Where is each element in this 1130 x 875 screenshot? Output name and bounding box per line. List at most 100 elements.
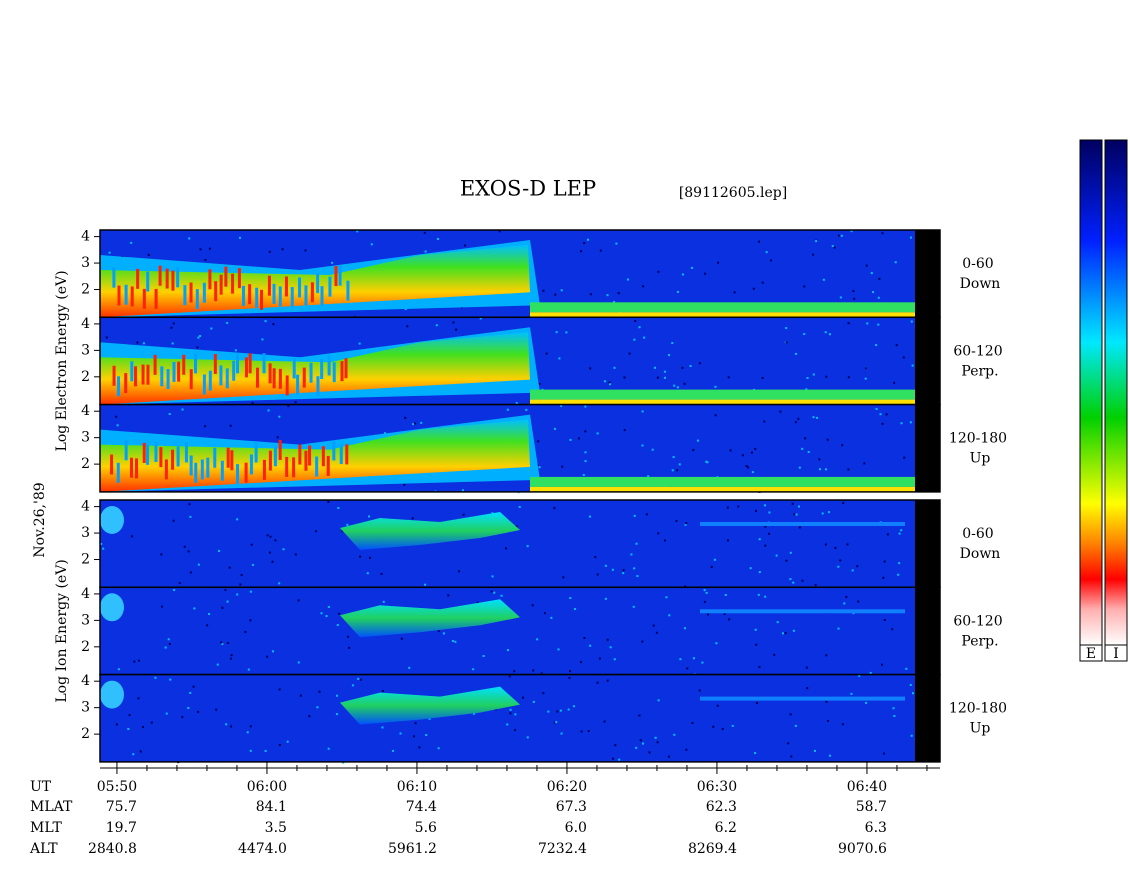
- speckle: [338, 612, 341, 615]
- speckle: [423, 231, 426, 234]
- spectrogram-feature: [189, 369, 193, 390]
- speckle: [900, 529, 903, 532]
- speckle: [452, 321, 455, 324]
- ephemeris-value: 74.4: [406, 799, 437, 815]
- speckle: [336, 624, 339, 627]
- speckle: [683, 382, 686, 385]
- speckle: [509, 708, 512, 711]
- speckle: [451, 639, 454, 642]
- speckle: [187, 550, 190, 553]
- speckle: [197, 710, 200, 713]
- speckle: [825, 468, 828, 471]
- speckle: [381, 726, 384, 729]
- ephemeris-value: 67.3: [556, 799, 587, 815]
- speckle: [841, 444, 844, 447]
- speckle: [622, 569, 625, 572]
- speckle: [358, 342, 361, 345]
- speckle: [675, 519, 678, 522]
- speckle: [803, 285, 806, 288]
- speckle: [633, 338, 636, 341]
- spectrogram-feature: [154, 288, 158, 309]
- speckle: [287, 405, 290, 408]
- speckle: [281, 248, 284, 251]
- ephemeris-value: 6.3: [865, 820, 887, 836]
- spectrogram-feature: [530, 399, 915, 405]
- speckle: [609, 383, 612, 386]
- speckle: [837, 627, 840, 630]
- speckle: [685, 522, 688, 525]
- speckle: [635, 542, 638, 545]
- speckle: [197, 563, 200, 566]
- speckle: [130, 241, 133, 244]
- speckle: [197, 336, 200, 339]
- color-bar-label: I: [1113, 646, 1119, 662]
- speckle: [768, 511, 771, 514]
- speckle: [909, 683, 912, 686]
- spectrogram-feature: [316, 376, 320, 397]
- speckle: [418, 746, 421, 749]
- speckle: [560, 732, 563, 735]
- speckle: [604, 597, 607, 600]
- speckle: [611, 568, 614, 571]
- spectrogram-feature: [340, 512, 520, 550]
- speckle: [181, 716, 184, 719]
- speckle: [225, 723, 228, 726]
- speckle: [531, 604, 534, 607]
- spectrogram-feature: [219, 274, 223, 295]
- speckle: [623, 376, 626, 379]
- spectrogram-feature: [340, 361, 344, 382]
- speckle: [668, 354, 671, 357]
- speckle: [663, 370, 666, 373]
- spectrogram-feature: [112, 267, 116, 288]
- speckle: [192, 685, 195, 688]
- speckle: [171, 342, 174, 345]
- speckle: [617, 292, 620, 295]
- speckle: [683, 627, 686, 630]
- speckle: [804, 437, 807, 440]
- speckle: [327, 501, 330, 504]
- speckle: [755, 701, 758, 704]
- spectrogram-feature: [171, 270, 175, 291]
- speckle: [500, 594, 503, 597]
- speckle: [816, 416, 819, 419]
- speckle: [542, 289, 545, 292]
- spectrogram-feature: [244, 357, 248, 378]
- y-tick-label: 4: [81, 586, 90, 602]
- speckle: [136, 341, 139, 344]
- speckle: [493, 591, 496, 594]
- speckle: [623, 429, 626, 432]
- speckle: [268, 551, 271, 554]
- spectrogram-feature: [309, 362, 313, 383]
- speckle: [727, 376, 730, 379]
- speckle: [381, 689, 384, 692]
- speckle: [226, 600, 229, 603]
- ephemeris-value: 84.1: [256, 799, 287, 815]
- speckle: [584, 460, 587, 463]
- y-tick-label: 2: [81, 726, 90, 742]
- speckle: [910, 320, 913, 323]
- speckle: [437, 629, 440, 632]
- spectrogram-feature: [206, 457, 210, 478]
- speckle: [102, 547, 105, 550]
- speckle: [147, 253, 150, 256]
- speckle: [555, 331, 558, 334]
- speckle: [562, 576, 565, 579]
- speckle: [882, 576, 885, 579]
- speckle: [560, 289, 563, 292]
- speckle: [893, 381, 896, 384]
- color-bar: [1104, 139, 1128, 646]
- speckle: [635, 746, 638, 749]
- speckle: [555, 721, 558, 724]
- speckle: [599, 249, 602, 252]
- speckle: [366, 572, 369, 575]
- spectrogram-feature: [116, 462, 120, 483]
- no-data-strip: [915, 230, 940, 318]
- speckle: [514, 713, 517, 716]
- speckle: [843, 602, 846, 605]
- spectrogram-feature: [159, 447, 163, 468]
- speckle: [883, 560, 886, 563]
- speckle: [437, 747, 440, 750]
- panel-range: 120-180: [949, 431, 1007, 447]
- speckle: [638, 326, 641, 329]
- speckle: [672, 456, 675, 459]
